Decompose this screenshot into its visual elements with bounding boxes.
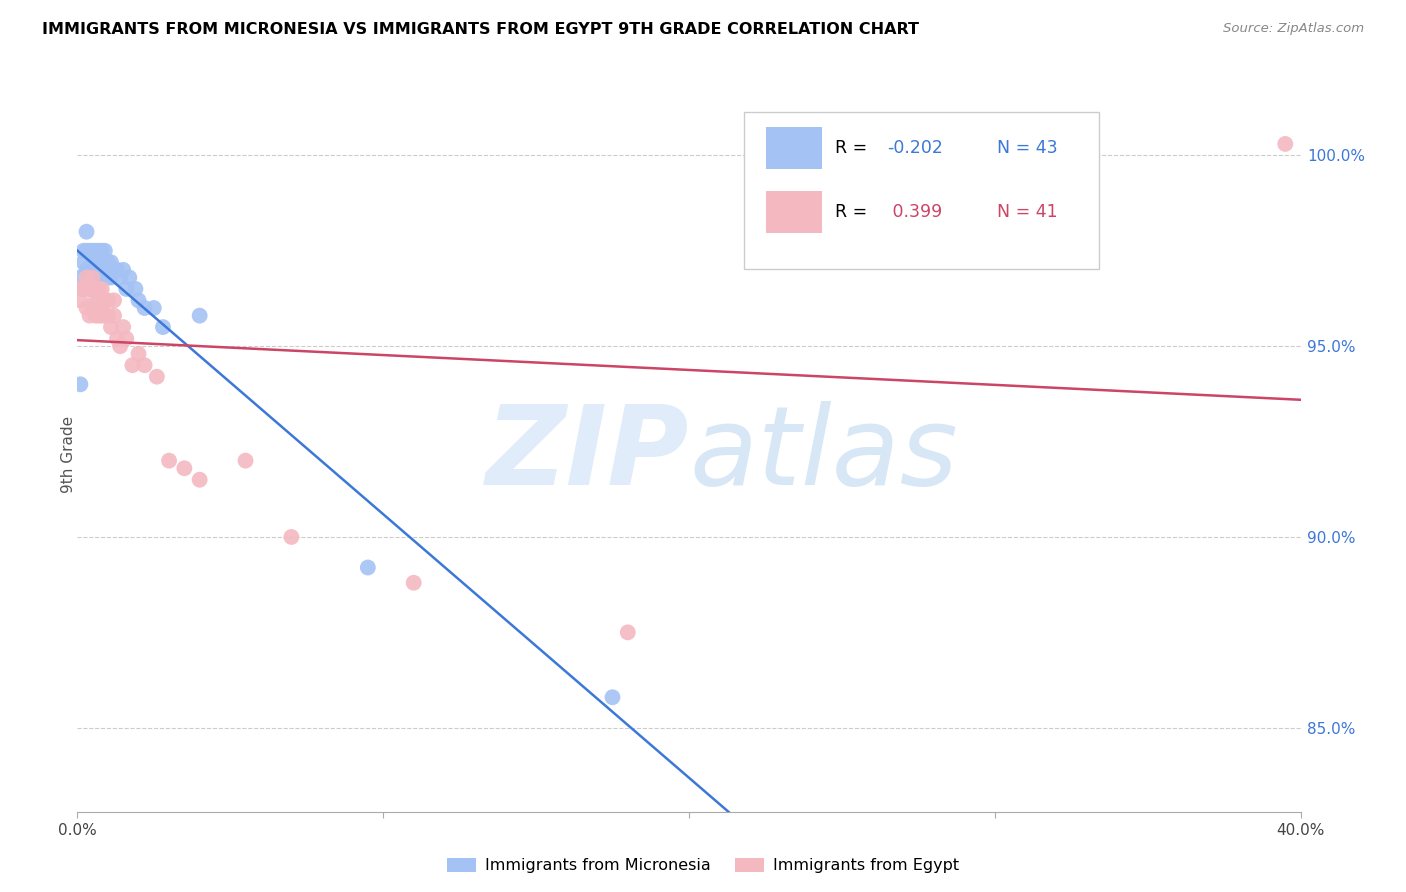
Point [173,461,195,475]
Text: -0.202: -0.202 [887,139,943,157]
Point [100,320,122,334]
Point [82,301,104,315]
Text: N = 41: N = 41 [997,203,1057,221]
Point [69,293,91,308]
Point [84,263,107,277]
Point [157,453,180,467]
Point [76,225,98,239]
Point [87,244,110,258]
Point [82,270,104,285]
Point [69,270,91,285]
Point [72,255,94,269]
Point [79,263,101,277]
Point [112,263,135,277]
Point [152,320,174,334]
Point [103,293,125,308]
Point [79,282,101,296]
Point [79,244,101,258]
Point [134,358,156,372]
Point [115,282,138,296]
Point [402,575,425,590]
Text: 0.399: 0.399 [887,203,942,221]
Text: ZIP: ZIP [485,401,689,508]
Point [128,347,150,361]
Point [84,244,107,258]
Point [108,270,131,285]
Point [90,263,112,277]
Point [103,309,125,323]
Point [90,244,112,258]
FancyBboxPatch shape [766,191,823,234]
Point [82,255,104,269]
Text: R =: R = [835,139,872,157]
Point [72,244,94,258]
Point [94,270,117,285]
Point [134,301,156,315]
Point [280,530,302,544]
Point [100,270,122,285]
Point [84,309,107,323]
Point [142,301,165,315]
Text: Source: ZipAtlas.com: Source: ZipAtlas.com [1223,22,1364,36]
Point [82,244,104,258]
Point [1274,136,1296,151]
Point [76,270,98,285]
Point [87,282,110,296]
Point [79,309,101,323]
Point [100,255,122,269]
Point [82,282,104,296]
Y-axis label: 9th Grade: 9th Grade [62,417,76,493]
Point [69,377,91,392]
Point [146,369,169,384]
Point [76,301,98,315]
Point [115,332,138,346]
Point [105,332,128,346]
Point [602,690,624,705]
Point [90,309,112,323]
Text: atlas: atlas [689,401,957,508]
Point [97,293,120,308]
Point [87,270,110,285]
Point [97,255,120,269]
Text: R =: R = [835,203,872,221]
Point [97,309,120,323]
Point [94,244,117,258]
Point [357,560,380,574]
Text: IMMIGRANTS FROM MICRONESIA VS IMMIGRANTS FROM EGYPT 9TH GRADE CORRELATION CHART: IMMIGRANTS FROM MICRONESIA VS IMMIGRANTS… [42,22,920,37]
Point [84,282,107,296]
Point [128,293,150,308]
Point [121,358,143,372]
Point [76,263,98,277]
Point [105,263,128,277]
Point [90,301,112,315]
Point [94,293,117,308]
Point [124,282,146,296]
Point [79,282,101,296]
Point [235,453,257,467]
Point [108,339,131,353]
Point [97,270,120,285]
Point [94,255,117,269]
Point [87,293,110,308]
Point [82,282,104,296]
Point [76,244,98,258]
Point [188,473,211,487]
FancyBboxPatch shape [766,127,823,169]
Point [87,255,110,269]
Point [112,320,135,334]
Legend: Immigrants from Micronesia, Immigrants from Egypt: Immigrants from Micronesia, Immigrants f… [440,851,966,880]
Point [617,625,640,640]
FancyBboxPatch shape [744,112,1098,269]
Point [84,293,107,308]
Point [188,309,211,323]
Point [87,309,110,323]
Point [118,270,141,285]
Text: N = 43: N = 43 [997,139,1057,157]
Point [90,282,112,296]
Point [72,282,94,296]
Point [94,309,117,323]
Point [103,263,125,277]
Point [82,270,104,285]
Point [69,282,91,296]
